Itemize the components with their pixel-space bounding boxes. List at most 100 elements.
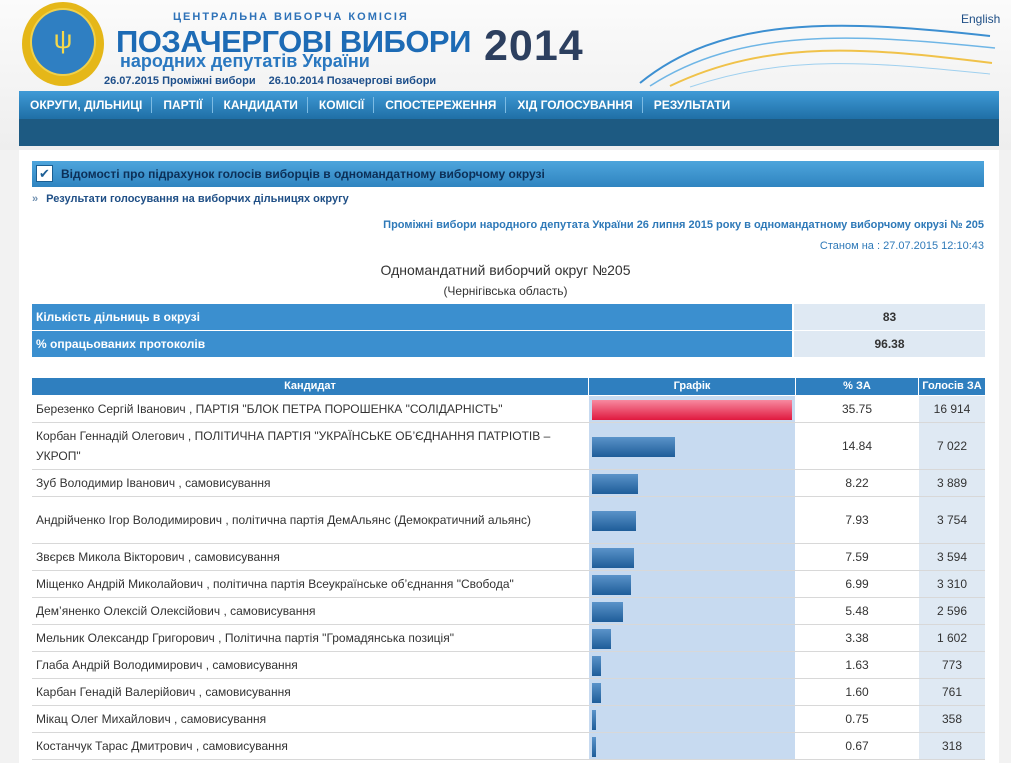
graph-cell: [589, 423, 795, 469]
votes-value: 761: [919, 679, 985, 705]
percent-bar: [592, 710, 596, 730]
intermediate-election-link[interactable]: 26.07.2015 Проміжні вибори: [104, 75, 256, 87]
percent-bar: [592, 474, 638, 494]
main-nav: ОКРУГИ, ДІЛЬНИЦІ ПАРТІЇ КАНДИДАТИ КОМІСІ…: [19, 91, 999, 119]
link-label: Результати голосування на виборчих дільн…: [46, 193, 349, 205]
percent-bar: [592, 511, 636, 531]
col-votes: Голосів ЗА: [919, 378, 985, 395]
votes-value: 3 594: [919, 544, 985, 570]
percent-value: 0.67: [845, 739, 869, 753]
nav-parties[interactable]: ПАРТІЇ: [152, 97, 213, 113]
table-row: Костанчук Тарас Дмитрович , самовисуванн…: [32, 733, 985, 760]
nav-commissions[interactable]: КОМІСІЇ: [308, 97, 375, 113]
decorative-swoosh: [639, 24, 996, 88]
candidate-name: Березенко Сергій Іванович , ПАРТІЯ "БЛОК…: [36, 402, 503, 416]
percent-value: 3.38: [845, 631, 869, 645]
trident-icon: ψ: [53, 24, 73, 54]
results-table-header: Кандидат Графік % ЗА Голосів ЗА: [32, 378, 985, 395]
candidate-name: Глаба Андрій Володимирович , самовисуван…: [36, 658, 298, 672]
early-election-link[interactable]: 26.10.2014 Позачергові вибори: [268, 75, 437, 87]
votes-value: 3 310: [919, 571, 985, 597]
table-row: Зуб Володимир Іванович , самовисування 8.…: [32, 470, 985, 497]
site-subtitle: народних депутатів України: [120, 51, 370, 71]
summary-value: 83: [794, 304, 985, 330]
table-row: Дем’яненко Олексій Олексійович , самовис…: [32, 598, 985, 625]
summary-label: % опрацьованих протоколів: [32, 331, 792, 357]
section-header: ✔ Відомості про підрахунок голосів вибор…: [32, 161, 984, 187]
graph-cell: [589, 679, 795, 705]
table-row: Карбан Генадій Валерійович , самовисуван…: [32, 679, 985, 706]
col-graph: Графік: [589, 378, 795, 395]
votes-value: 3 754: [919, 497, 985, 543]
checkbox-icon: ✔: [36, 165, 53, 182]
percent-bar: [592, 602, 623, 622]
col-percent: % ЗА: [796, 378, 918, 395]
candidate-name: Дем’яненко Олексій Олексійович , самовис…: [36, 604, 316, 618]
arrow-icon: »: [32, 193, 39, 205]
polling-stations-results-link[interactable]: » Результати голосування на виборчих діль…: [32, 193, 349, 205]
nav-observation[interactable]: СПОСТЕРЕЖЕННЯ: [374, 97, 507, 113]
table-row: Андрійченко Ігор Володимирович , політич…: [32, 497, 985, 544]
candidate-name: Зуб Володимир Іванович , самовисування: [36, 476, 271, 490]
candidate-name: Міщенко Андрій Миколайович , політична п…: [36, 577, 514, 591]
table-row: Глаба Андрій Володимирович , самовисуван…: [32, 652, 985, 679]
org-name: ЦЕНТРАЛЬНА ВИБОРЧА КОМІСІЯ: [173, 11, 409, 23]
election-dates: 26.07.2015 Проміжні вибори 26.10.2014 По…: [104, 75, 436, 87]
summary-value: 96.38: [794, 331, 985, 357]
votes-value: 1 602: [919, 625, 985, 651]
percent-bar: [592, 575, 631, 595]
summary-row-protocols: % опрацьованих протоколів 96.38: [32, 331, 985, 357]
site-title: ПОЗАЧЕРГОВІ ВИБОРИ: [116, 24, 471, 59]
percent-value: 7.59: [845, 550, 869, 564]
table-row: Мікац Олег Михайлович , самовисування 0.7…: [32, 706, 985, 733]
section-title: Відомості про підрахунок голосів виборці…: [61, 167, 545, 181]
percent-bar: [592, 656, 601, 676]
percent-value: 1.60: [845, 685, 869, 699]
percent-value: 5.48: [845, 604, 869, 618]
timestamp: Станом на : 27.07.2015 12:10:43: [819, 240, 984, 252]
table-row: Березенко Сергій Іванович , ПАРТІЯ "БЛОК…: [32, 396, 985, 423]
table-row: Звєрєв Микола Вікторович , самовисування…: [32, 544, 985, 571]
votes-value: 7 022: [919, 423, 985, 469]
graph-cell: [589, 470, 795, 496]
graph-cell: [589, 497, 795, 543]
votes-value: 2 596: [919, 598, 985, 624]
percent-value: 8.22: [845, 476, 869, 490]
emblem-inner: [30, 8, 96, 76]
candidate-name: Корбан Геннадій Олегович , ПОЛІТИЧНА ПАР…: [36, 429, 551, 463]
nav-results[interactable]: РЕЗУЛЬТАТИ: [653, 98, 731, 112]
graph-cell: [589, 706, 795, 732]
percent-bar: [592, 737, 596, 757]
percent-value: 7.93: [845, 513, 869, 527]
votes-value: 16 914: [919, 396, 985, 422]
nav-voting-progress[interactable]: ХІД ГОЛОСУВАННЯ: [506, 97, 643, 113]
election-year: 2014: [484, 22, 584, 70]
percent-bar: [592, 629, 611, 649]
percent-value: 14.84: [841, 439, 873, 453]
votes-value: 318: [919, 733, 985, 759]
nav-districts[interactable]: ОКРУГИ, ДІЛЬНИЦІ: [19, 97, 153, 113]
table-row: Корбан Геннадій Олегович , ПОЛІТИЧНА ПАР…: [32, 423, 985, 470]
percent-value: 6.99: [845, 577, 869, 591]
percent-value: 0.75: [845, 712, 869, 726]
summary-label: Кількість дільниць в окрузі: [32, 304, 792, 330]
graph-cell: [589, 625, 795, 651]
election-heading: Проміжні вибори народного депутата Украї…: [383, 219, 984, 231]
candidate-name: Звєрєв Микола Вікторович , самовисування: [36, 550, 280, 564]
candidate-name: Андрійченко Ігор Володимирович , політич…: [36, 513, 531, 527]
percent-bar: [592, 683, 601, 703]
graph-cell: [589, 598, 795, 624]
graph-cell: [589, 544, 795, 570]
col-candidate: Кандидат: [32, 378, 588, 395]
graph-cell: [589, 652, 795, 678]
region-name: (Чернігівська область): [443, 284, 568, 298]
english-link[interactable]: English: [961, 12, 1001, 26]
content-panel: [19, 150, 999, 763]
nav-candidates[interactable]: КАНДИДАТИ: [213, 97, 308, 113]
graph-cell: [589, 733, 795, 759]
candidate-name: Мельник Олександр Григорович , Політична…: [36, 631, 454, 645]
candidate-name: Костанчук Тарас Дмитрович , самовисуванн…: [36, 739, 288, 753]
percent-value: 35.75: [841, 402, 873, 416]
votes-value: 3 889: [919, 470, 985, 496]
graph-cell: [589, 396, 795, 422]
